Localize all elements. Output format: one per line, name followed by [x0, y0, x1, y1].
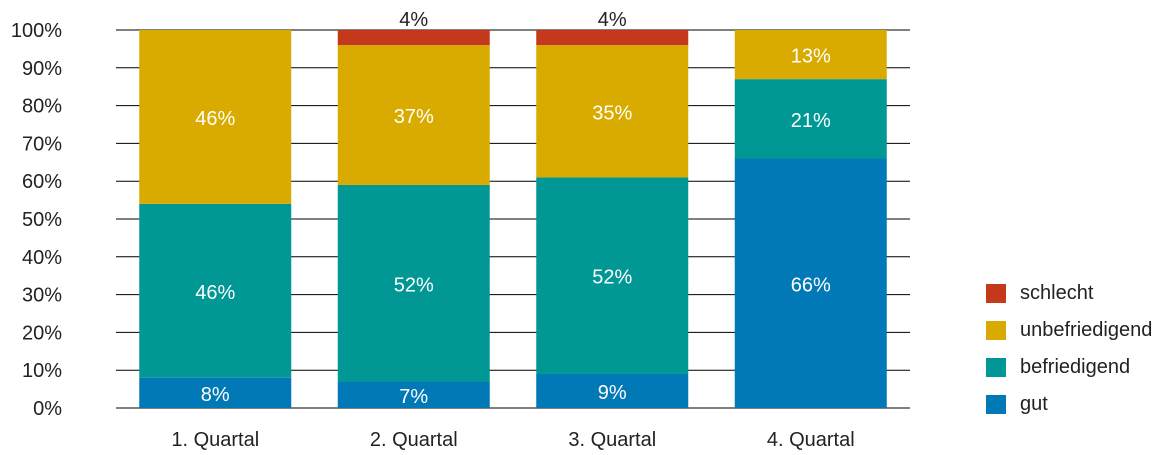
- y-axis-tick-labels: 0% 10% 20% 30% 40% 50% 60% 70% 80% 90% 100%: [11, 20, 62, 420]
- y-tick-label: 90%: [22, 58, 62, 80]
- y-tick-label: 20%: [22, 322, 62, 344]
- data-label: 9%: [598, 382, 627, 404]
- data-label: 52%: [592, 267, 632, 289]
- y-tick-label: 0%: [33, 398, 62, 420]
- bar-segment-unbefriedigend[interactable]: [337, 45, 490, 185]
- data-label: 8%: [201, 384, 230, 406]
- bar-segment-gut[interactable]: [536, 373, 689, 408]
- data-label: 66%: [791, 274, 831, 296]
- data-labels: 8% 46% 46% 7% 52% 37% 4% 9% 52% 35% 4% 66% 21% 13%: [195, 9, 831, 408]
- data-label: 4%: [399, 9, 428, 31]
- legend-label: unbefriedigend: [1020, 319, 1153, 341]
- legend-swatch: [986, 358, 1006, 377]
- bars: [139, 30, 887, 408]
- x-axis-tick-labels: 1. Quartal 2. Quartal 3. Quartal 4. Quartal: [171, 429, 854, 451]
- x-tick-label: 4. Quartal: [767, 429, 855, 451]
- y-tick-label: 50%: [22, 209, 62, 231]
- legend: schlecht unbefriedigend befriedigend gut: [986, 275, 1152, 423]
- bar-segment-schlecht[interactable]: [337, 30, 490, 46]
- data-label: 37%: [394, 106, 434, 128]
- x-tick-label: 1. Quartal: [171, 429, 259, 451]
- bar-segment-gut[interactable]: [139, 377, 292, 408]
- x-tick-label: 2. Quartal: [370, 429, 458, 451]
- legend-item-befriedigend[interactable]: befriedigend: [986, 349, 1152, 386]
- y-tick-label: 40%: [22, 247, 62, 269]
- legend-item-schlecht[interactable]: schlecht: [986, 275, 1152, 312]
- bar-segment-unbefriedigend[interactable]: [139, 30, 292, 204]
- data-label: 21%: [791, 110, 831, 132]
- data-label: 46%: [195, 108, 235, 130]
- y-tick-label: 70%: [22, 133, 62, 155]
- bar-segment-unbefriedigend[interactable]: [536, 45, 689, 178]
- y-tick-label: 30%: [22, 285, 62, 307]
- x-tick-label: 3. Quartal: [568, 429, 656, 451]
- y-tick-label: 60%: [22, 171, 62, 193]
- y-tick-label: 80%: [22, 96, 62, 118]
- bar-segment-gut[interactable]: [337, 381, 490, 408]
- data-label: 46%: [195, 282, 235, 304]
- legend-item-unbefriedigend[interactable]: unbefriedigend: [986, 312, 1152, 349]
- bar-segment-befriedigend[interactable]: [139, 203, 292, 378]
- y-tick-label: 100%: [11, 20, 62, 42]
- data-label: 35%: [592, 102, 632, 124]
- bar-segment-schlecht[interactable]: [536, 30, 689, 46]
- legend-item-gut[interactable]: gut: [986, 386, 1152, 423]
- data-label: 7%: [399, 386, 428, 408]
- legend-label: gut: [1020, 393, 1048, 415]
- legend-label: befriedigend: [1020, 356, 1131, 378]
- bar-segment-befriedigend[interactable]: [734, 79, 887, 159]
- legend-swatch: [986, 321, 1006, 340]
- bar-segment-unbefriedigend[interactable]: [734, 30, 887, 80]
- bar-segment-gut[interactable]: [734, 158, 887, 408]
- bar-segment-befriedigend[interactable]: [337, 184, 490, 382]
- legend-swatch: [986, 395, 1006, 414]
- legend-label: schlecht: [1020, 282, 1094, 304]
- data-label: 52%: [394, 274, 434, 296]
- bar-segment-befriedigend[interactable]: [536, 177, 689, 374]
- legend-swatch: [986, 284, 1006, 303]
- y-tick-label: 10%: [22, 360, 62, 382]
- data-label: 13%: [791, 46, 831, 68]
- data-label: 4%: [598, 9, 627, 31]
